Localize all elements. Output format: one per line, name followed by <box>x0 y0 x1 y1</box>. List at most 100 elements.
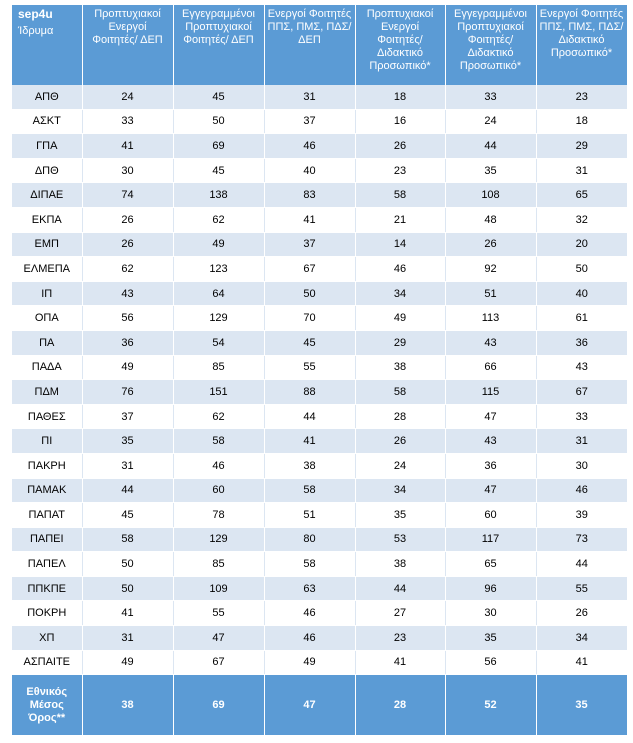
ratio-cell: 70 <box>264 305 356 331</box>
ratio-cell: 73 <box>536 527 627 553</box>
ratio-cell: 55 <box>536 576 627 602</box>
ratio-cell: 40 <box>264 158 356 184</box>
ratio-cell: 41 <box>355 650 446 676</box>
ratio-cell: 48 <box>445 207 537 233</box>
institution-name: ΑΣΠΑΙΤΕ <box>12 650 83 676</box>
ratio-cell: 50 <box>82 576 174 602</box>
ratio-cell: 33 <box>445 85 537 110</box>
ratio-cell: 67 <box>173 650 265 676</box>
institution-name: ΔΙΠΑΕ <box>12 182 83 208</box>
ratio-cell: 27 <box>355 600 446 627</box>
ratio-cell: 69 <box>173 133 265 159</box>
ratio-cell: 31 <box>82 453 174 479</box>
institution-name: ΠΑΠΑΤ <box>12 502 83 528</box>
ratio-cell: 46 <box>173 453 265 479</box>
ratio-cell: 43 <box>445 428 537 454</box>
ratio-cell: 41 <box>264 207 356 233</box>
ratio-cell: 61 <box>536 305 627 331</box>
ratio-cell: 50 <box>536 256 627 282</box>
institution-name: ΕΚΠΑ <box>12 207 83 233</box>
ratio-cell: 24 <box>355 453 446 479</box>
ratio-cell: 62 <box>173 404 265 430</box>
ratio-cell: 43 <box>82 281 174 307</box>
ratio-cell: 74 <box>82 182 174 208</box>
ratio-cell: 85 <box>173 551 265 577</box>
ratio-cell: 47 <box>173 625 265 651</box>
national-average-cell: 52 <box>445 674 537 737</box>
ratio-cell: 123 <box>173 256 265 282</box>
institution-name: ΠΑΜΑΚ <box>12 478 83 504</box>
ratio-cell: 51 <box>445 281 537 307</box>
ratio-cell: 40 <box>536 281 627 307</box>
table-row: ΔΠΘ 30 45 40 23 35 31 <box>12 158 627 184</box>
ratio-cell: 115 <box>445 379 537 405</box>
ratio-cell: 66 <box>445 355 537 381</box>
table-row: ΠΠΚΠΕ 50 109 63 44 96 55 <box>12 576 627 602</box>
ratio-cell: 55 <box>264 355 356 381</box>
ratio-cell: 46 <box>536 478 627 504</box>
ratio-cell: 85 <box>173 355 265 381</box>
ratio-cell: 21 <box>355 207 446 233</box>
table-row: ΑΣΠΑΙΤΕ 49 67 49 41 56 41 <box>12 650 627 676</box>
ratio-cell: 36 <box>445 453 537 479</box>
ratio-cell: 26 <box>536 600 627 627</box>
ratio-cell: 58 <box>173 428 265 454</box>
ratio-cell: 30 <box>82 158 174 184</box>
institution-name: ΙΠ <box>12 281 83 307</box>
institution-name: ΠΑ <box>12 330 83 356</box>
ratio-cell: 20 <box>536 232 627 258</box>
national-average-cell: 69 <box>173 674 265 737</box>
table-row: ΕΛΜΕΠΑ 62 123 67 46 92 50 <box>12 256 627 282</box>
national-average-cell: 28 <box>355 674 446 737</box>
table-row: ΓΠΑ 41 69 46 26 44 29 <box>12 133 627 159</box>
ratio-cell: 88 <box>264 379 356 405</box>
ratio-cell: 33 <box>536 404 627 430</box>
institution-name: ΠΔΜ <box>12 379 83 405</box>
table-row: ΠΑΜΑΚ 44 60 58 34 47 46 <box>12 478 627 504</box>
institution-name: ΠΙ <box>12 428 83 454</box>
ratio-cell: 18 <box>355 85 446 110</box>
ratio-cell: 35 <box>82 428 174 454</box>
ratio-cell: 49 <box>82 650 174 676</box>
table-row: ΑΠΘ 24 45 31 18 33 23 <box>12 85 627 110</box>
national-average-cell: 35 <box>536 674 628 737</box>
ratio-cell: 83 <box>264 182 356 208</box>
ratio-cell: 34 <box>355 478 446 504</box>
institution-column-label: Ίδρυμα <box>18 25 54 37</box>
ratio-cell: 37 <box>264 232 356 258</box>
table-row: ΙΠ 43 64 50 34 51 40 <box>12 281 627 307</box>
ratio-cell: 56 <box>82 305 174 331</box>
ratio-cell: 35 <box>445 625 537 651</box>
ratio-cell: 78 <box>173 502 265 528</box>
ratio-cell: 26 <box>355 428 446 454</box>
ratio-cell: 45 <box>173 85 265 110</box>
national-average-cell: 47 <box>264 674 356 737</box>
table-row: ΠΑΠΑΤ 45 78 51 35 60 39 <box>12 502 627 528</box>
brand-label: sep4u <box>18 7 53 21</box>
ratio-cell: 45 <box>173 158 265 184</box>
ratio-cell: 46 <box>264 600 356 627</box>
ratio-cell: 109 <box>173 576 265 602</box>
table-row: ΟΠΑ 56 129 70 49 113 61 <box>12 305 627 331</box>
ratio-cell: 43 <box>445 330 537 356</box>
ratio-cell: 38 <box>264 453 356 479</box>
ratio-cell: 37 <box>82 404 174 430</box>
institution-name: ΠΑΚΡΗ <box>12 453 83 479</box>
ratio-cell: 38 <box>355 551 446 577</box>
ratio-cell: 35 <box>355 502 446 528</box>
ratio-cell: 58 <box>355 182 446 208</box>
stats-table-container: sep4u Ίδρυμα Προπτυχιακοί Ενεργοί Φοιτητ… <box>12 5 628 737</box>
ratio-cell: 31 <box>536 158 627 184</box>
ratio-cell: 14 <box>355 232 446 258</box>
institution-name: ΔΠΘ <box>12 158 83 184</box>
ratio-cell: 67 <box>536 379 627 405</box>
ratio-cell: 76 <box>82 379 174 405</box>
header-row: sep4u Ίδρυμα Προπτυχιακοί Ενεργοί Φοιτητ… <box>12 5 628 85</box>
ratio-cell: 58 <box>264 551 356 577</box>
ratio-cell: 26 <box>82 232 174 258</box>
ratio-cell: 41 <box>536 650 627 676</box>
ratio-cell: 138 <box>173 182 265 208</box>
ratio-cell: 31 <box>264 85 356 110</box>
ratio-cell: 35 <box>445 158 537 184</box>
table-row: ΠΟΚΡΗ 41 55 46 27 30 26 <box>12 600 627 627</box>
